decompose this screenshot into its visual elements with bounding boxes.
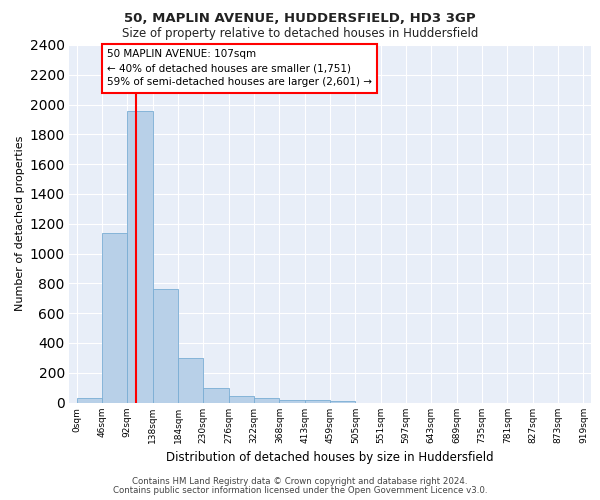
Y-axis label: Number of detached properties: Number of detached properties	[16, 136, 25, 312]
Text: Size of property relative to detached houses in Huddersfield: Size of property relative to detached ho…	[122, 28, 478, 40]
Bar	[280, 400, 305, 402]
Bar	[229, 396, 254, 402]
Text: Contains HM Land Registry data © Crown copyright and database right 2024.: Contains HM Land Registry data © Crown c…	[132, 477, 468, 486]
Bar	[152, 290, 178, 403]
Bar	[330, 401, 355, 402]
Bar	[77, 398, 102, 402]
Text: Contains public sector information licensed under the Open Government Licence v3: Contains public sector information licen…	[113, 486, 487, 495]
Bar	[127, 110, 152, 403]
Bar	[305, 400, 330, 402]
Bar	[178, 358, 203, 403]
Text: 50 MAPLIN AVENUE: 107sqm
← 40% of detached houses are smaller (1,751)
59% of sem: 50 MAPLIN AVENUE: 107sqm ← 40% of detach…	[107, 50, 372, 88]
Bar	[254, 398, 280, 402]
Bar	[102, 232, 127, 402]
Text: 50, MAPLIN AVENUE, HUDDERSFIELD, HD3 3GP: 50, MAPLIN AVENUE, HUDDERSFIELD, HD3 3GP	[124, 12, 476, 26]
X-axis label: Distribution of detached houses by size in Huddersfield: Distribution of detached houses by size …	[166, 452, 494, 464]
Bar	[203, 388, 229, 402]
